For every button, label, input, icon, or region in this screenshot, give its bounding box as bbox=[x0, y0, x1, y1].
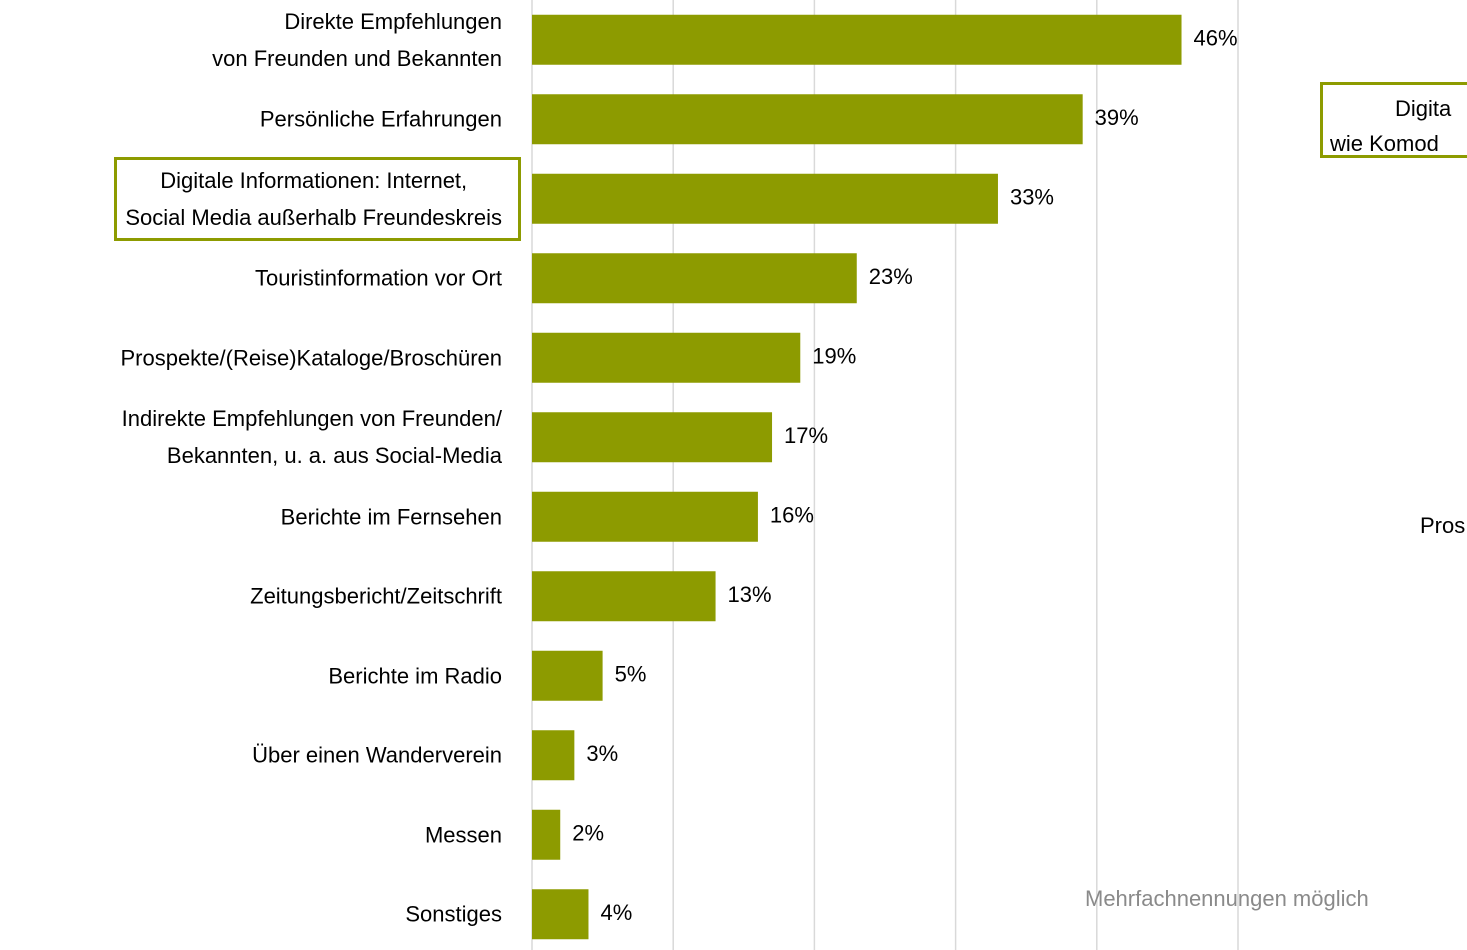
annotation-text: Pros bbox=[1420, 513, 1466, 538]
value-label: 2% bbox=[572, 821, 604, 846]
bar bbox=[532, 94, 1083, 145]
category-label: Berichte im Radio bbox=[328, 663, 502, 689]
footnote: Mehrfachnennungen möglich bbox=[1085, 886, 1369, 911]
annotation-box bbox=[1320, 82, 1467, 158]
value-label: 16% bbox=[770, 503, 814, 528]
value-label: 39% bbox=[1095, 105, 1139, 130]
annotation-text: Digita bbox=[1395, 96, 1452, 121]
annotation-text: wie Komod bbox=[1330, 131, 1439, 156]
value-label: 13% bbox=[728, 582, 772, 607]
category-label: Indirekte Empfehlungen von Freunden/ Bek… bbox=[121, 406, 502, 469]
category-label: Zeitungsbericht/Zeitschrift bbox=[250, 583, 502, 609]
category-label: Direkte Empfehlungen von Freunden und Be… bbox=[212, 8, 502, 71]
bar bbox=[532, 809, 561, 860]
bar bbox=[532, 173, 998, 224]
highlighted-category-label: Digitale Informationen: Internet, Social… bbox=[114, 156, 521, 241]
value-label: 19% bbox=[812, 344, 856, 369]
value-label: 3% bbox=[586, 741, 618, 766]
value-label: 17% bbox=[784, 423, 828, 448]
value-label: 46% bbox=[1194, 26, 1238, 51]
bar bbox=[532, 491, 758, 542]
bar bbox=[532, 571, 716, 622]
value-label: 4% bbox=[600, 900, 632, 925]
category-label: Prospekte/(Reise)Kataloge/Broschüren bbox=[120, 345, 502, 371]
value-label: 23% bbox=[869, 264, 913, 289]
category-label: Sonstiges bbox=[405, 901, 502, 927]
category-label: Berichte im Fernsehen bbox=[280, 504, 502, 530]
bar bbox=[532, 889, 589, 940]
bar bbox=[532, 650, 603, 701]
bar bbox=[532, 253, 857, 304]
category-label: Messen bbox=[424, 822, 502, 848]
bar bbox=[532, 332, 801, 383]
value-label: 33% bbox=[1010, 185, 1054, 210]
bar bbox=[532, 14, 1182, 65]
value-label: 5% bbox=[615, 662, 647, 687]
bar bbox=[532, 730, 575, 781]
category-label: Persönliche Erfahrungen bbox=[259, 106, 502, 132]
category-label: Touristinformation vor Ort bbox=[255, 265, 502, 291]
category-label: Über einen Wanderverein bbox=[252, 742, 502, 768]
bar bbox=[532, 412, 773, 463]
